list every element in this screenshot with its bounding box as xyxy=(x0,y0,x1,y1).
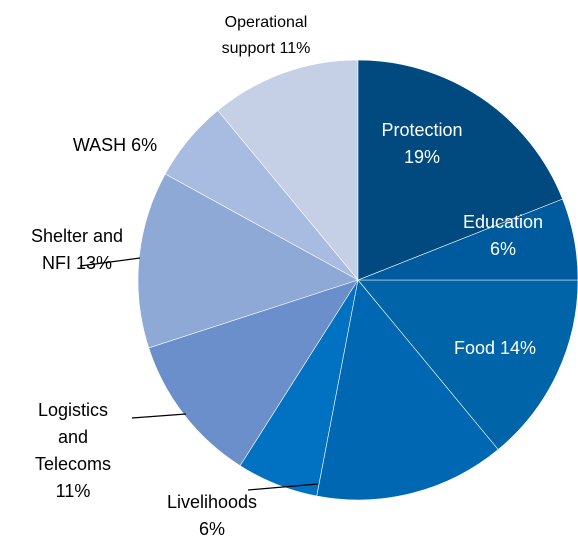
category-name: Food xyxy=(453,338,495,358)
category-name: WASH xyxy=(72,135,127,155)
leader-line xyxy=(247,483,319,491)
slice-label: Shelter and NFI 13% xyxy=(17,223,137,277)
leader-line xyxy=(79,257,141,267)
value-label: 11% xyxy=(55,481,91,501)
slice-label: Logistics and Telecoms 11% xyxy=(23,397,123,505)
value-label: 19% xyxy=(403,147,441,167)
pie-slice xyxy=(316,279,499,501)
category-name: Shelter and NFI xyxy=(30,226,124,273)
pie-slice xyxy=(217,59,359,281)
value-label: 14% xyxy=(500,338,537,358)
slice-label: Livelihoods 6% xyxy=(157,489,267,539)
slice-label: Protection 19% xyxy=(372,117,472,171)
value-label: 6% xyxy=(198,519,225,539)
slice-label: Operational support 11% xyxy=(211,10,321,62)
category-name: Livelihoods xyxy=(166,492,258,512)
value-label: 6% xyxy=(131,135,158,155)
slice-label: Education 6% xyxy=(453,209,553,263)
category-name: Education xyxy=(462,212,544,232)
leader-line xyxy=(131,413,187,419)
pie-slice xyxy=(357,59,563,281)
pie-slice xyxy=(137,173,359,349)
pie-slice xyxy=(148,279,359,467)
value-label: 11% xyxy=(279,40,311,57)
pie-slice xyxy=(357,279,578,450)
slice-label: Food 14% xyxy=(425,335,565,362)
value-label: 6% xyxy=(489,239,516,259)
category-name: Logistics and Telecoms xyxy=(34,400,112,474)
slice-label: WASH 6% xyxy=(45,132,185,159)
value-label: 13% xyxy=(75,253,113,273)
category-name: Operational support xyxy=(221,14,308,57)
category-name: Protection xyxy=(381,120,463,140)
